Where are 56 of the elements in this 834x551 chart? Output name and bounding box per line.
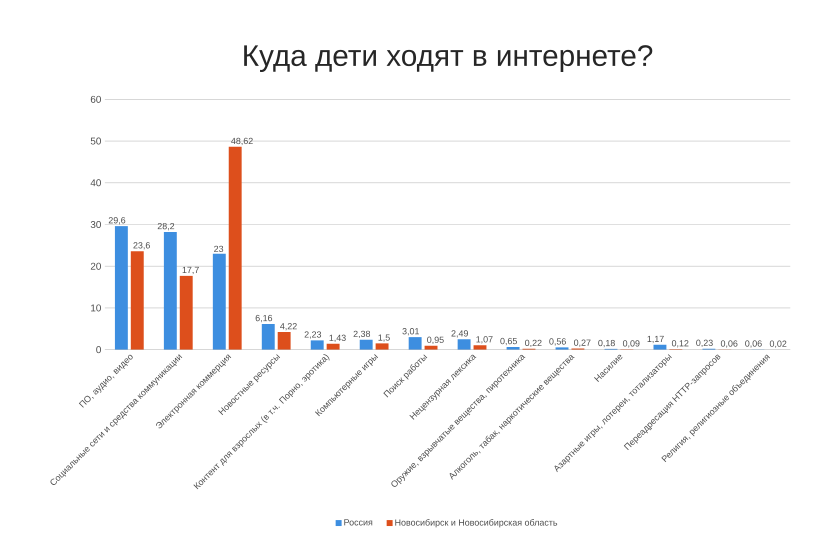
- bar: [506, 346, 520, 350]
- bar: [278, 332, 291, 350]
- bar: [114, 226, 128, 350]
- bar: [376, 343, 389, 350]
- data-label: 2,38: [354, 330, 370, 338]
- bar: [424, 346, 438, 350]
- bar: [310, 340, 324, 350]
- legend-label: Новосибирск и Новосибирская область: [395, 518, 558, 528]
- data-label: 28,2: [158, 222, 174, 230]
- data-label: 1,07: [476, 336, 493, 344]
- data-label: 1,43: [330, 334, 346, 342]
- data-label: 0,09: [622, 340, 640, 348]
- y-tick-label: 10: [91, 304, 101, 312]
- data-label: 0,56: [549, 338, 566, 346]
- bar: [326, 344, 340, 350]
- legend-label: Россия: [344, 519, 372, 526]
- data-label: 1,5: [378, 334, 390, 342]
- bar: [408, 336, 422, 350]
- chart-title: Куда дети ходят в интернете?: [244, 44, 652, 72]
- data-label: 0,06: [720, 340, 738, 348]
- data-label: 0,06: [745, 340, 762, 348]
- y-tick-label: 60: [90, 96, 101, 103]
- data-label: 23: [214, 246, 224, 252]
- bar: [212, 254, 226, 350]
- bar: [458, 339, 471, 350]
- data-label: 0,02: [770, 340, 786, 348]
- y-tick-label: 20: [90, 262, 101, 270]
- data-label: 0,95: [427, 336, 444, 344]
- bar: [180, 276, 193, 350]
- y-tick-label: 30: [90, 220, 101, 228]
- data-label: 0,27: [574, 339, 591, 347]
- data-label: 6,16: [256, 314, 272, 322]
- data-label: 0,23: [696, 340, 713, 347]
- data-label: 0,65: [500, 338, 517, 346]
- data-label: 3,01: [402, 328, 419, 336]
- bar: [360, 340, 373, 350]
- data-label: 48,62: [231, 138, 253, 145]
- bar: [164, 232, 177, 350]
- data-label: 2,23: [304, 331, 322, 339]
- bar: [262, 324, 275, 350]
- data-label: 4,22: [280, 322, 297, 330]
- bar: [228, 146, 242, 350]
- y-tick-label: 50: [90, 137, 101, 144]
- data-label: 0,18: [598, 340, 615, 348]
- data-label: 23,6: [133, 242, 150, 250]
- bar: [130, 251, 144, 350]
- bar: [653, 344, 666, 350]
- data-label: 1,17: [648, 336, 664, 343]
- y-tick-label: 0: [96, 346, 101, 354]
- data-label: 17,7: [182, 266, 199, 274]
- bar: [474, 345, 486, 350]
- data-label: 0,12: [672, 340, 688, 348]
- data-label: 2,49: [452, 330, 468, 338]
- data-label: 29,6: [108, 216, 126, 224]
- y-tick-label: 40: [90, 179, 101, 186]
- data-label: 0,22: [525, 340, 542, 347]
